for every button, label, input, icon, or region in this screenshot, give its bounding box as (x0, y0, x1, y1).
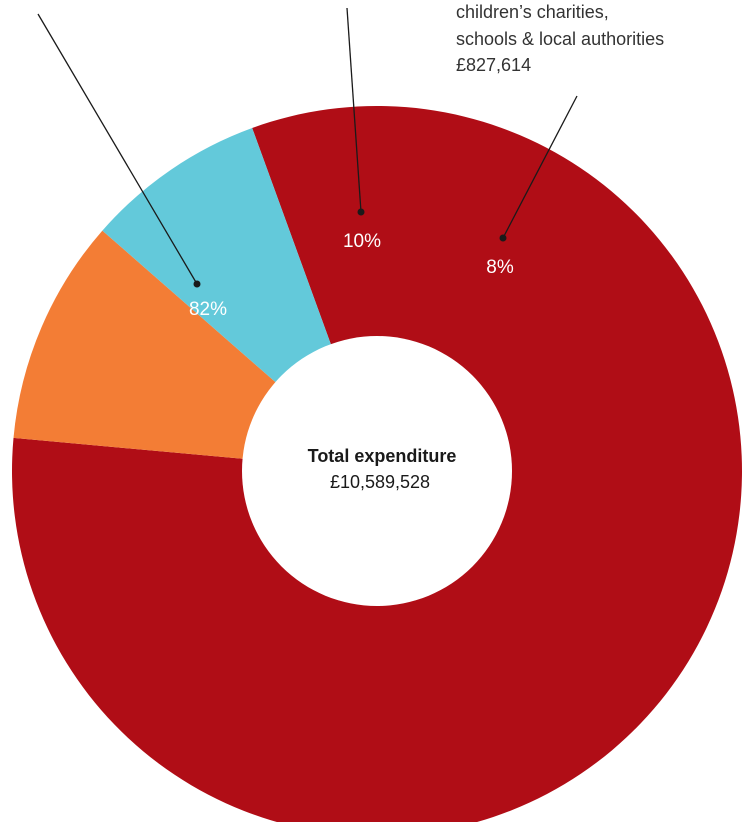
leader-line-82 (37, 13, 198, 285)
annotation-line-1: children’s charities, (456, 2, 609, 22)
leader-lines (37, 7, 578, 288)
leader-dot-10 (357, 208, 365, 216)
leader-dot-8 (499, 234, 507, 242)
leader-dot-82 (193, 280, 201, 288)
center-title: Total expenditure (308, 446, 457, 466)
donut-hole (242, 336, 512, 606)
annotation-schools: children’s charities, schools & local au… (456, 2, 664, 75)
center-value: £10,589,528 (330, 472, 430, 492)
leader-line-8 (502, 95, 578, 239)
percent-labels: 82% 10% 8% (189, 231, 514, 320)
center-label: Total expenditure £10,589,528 (308, 446, 457, 492)
annotation-line-3: £827,614 (456, 55, 531, 75)
percent-label-82: 82% (189, 299, 227, 320)
percent-label-8: 8% (486, 257, 514, 278)
percent-label-10: 10% (343, 231, 381, 252)
leader-line-10 (346, 7, 362, 213)
annotation-line-2: schools & local authorities (456, 29, 664, 49)
